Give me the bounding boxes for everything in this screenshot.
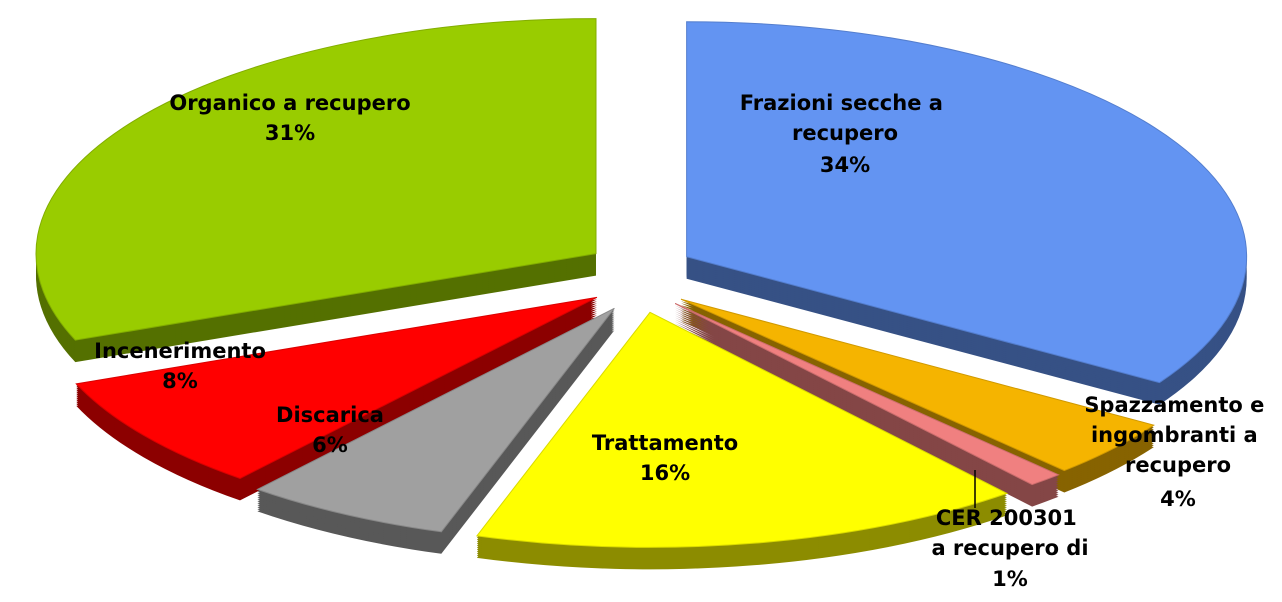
label-line: Frazioni secche a — [740, 91, 950, 115]
label-line: a recupero di — [931, 536, 1088, 560]
slice-label: Incenerimento — [94, 339, 266, 363]
slice-label: Organico a recupero — [169, 91, 410, 115]
slice-label: CER 200301 a recupero di — [931, 506, 1088, 560]
slice — [674, 303, 1060, 486]
value-label: 4% — [1160, 487, 1196, 511]
label-line: ingombranti a — [1091, 423, 1265, 447]
slice — [475, 311, 1009, 548]
value-label: 1% — [992, 567, 1028, 591]
label-line: Organico a recupero — [169, 91, 410, 115]
label-line: Spazzamento e — [1084, 393, 1271, 417]
slice — [686, 21, 1248, 384]
value-label: 6% — [312, 433, 348, 457]
slice — [256, 307, 615, 533]
slice — [75, 296, 598, 479]
slice-label: Trattamento — [592, 431, 738, 455]
label-line: CER 200301 — [936, 506, 1084, 530]
slice-label: Frazioni secche a recupero — [740, 91, 950, 145]
label-line: recupero — [1125, 453, 1231, 477]
value-label: 34% — [820, 153, 870, 177]
slice — [680, 298, 1156, 472]
label-line: Trattamento — [592, 431, 738, 455]
value-label: 31% — [265, 121, 315, 145]
slice-label: Spazzamento e ingombranti a recupero — [1084, 393, 1271, 477]
label-line: Incenerimento — [94, 339, 266, 363]
label-line: recupero — [792, 121, 898, 145]
value-label: 16% — [640, 461, 690, 485]
value-label: 8% — [162, 369, 198, 393]
slice-label: Discarica — [276, 403, 384, 427]
label-line: Discarica — [276, 403, 384, 427]
slice — [35, 18, 597, 341]
